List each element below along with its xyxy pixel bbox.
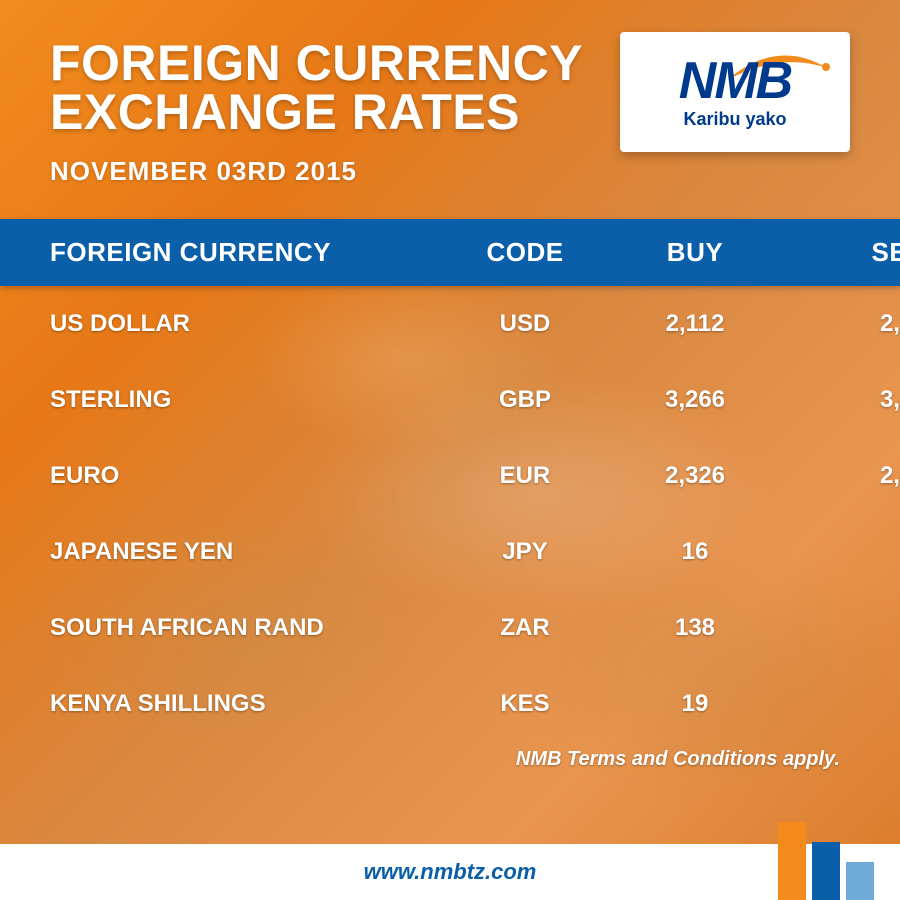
logo-text: NMB [679, 55, 791, 107]
th-currency: FOREIGN CURRENCY [50, 237, 440, 268]
cell-buy: 19 [610, 690, 780, 718]
cell-sell: 24 [780, 690, 900, 718]
cell-buy: 2,112 [610, 310, 780, 338]
table-row: STERLINGGBP3,2663,452 [50, 362, 850, 438]
th-buy: BUY [610, 237, 780, 268]
footer-squares [778, 822, 874, 900]
cell-sell: 3,452 [780, 386, 900, 414]
table-row: KENYA SHILLINGSKES1924 [50, 666, 850, 742]
cell-code: USD [440, 310, 610, 338]
cell-sell: 2,458 [780, 462, 900, 490]
cell-sell: 22 [780, 538, 900, 566]
th-code: CODE [440, 237, 610, 268]
cell-currency: STERLING [50, 386, 440, 414]
title-line-1: FOREIGN CURRENCY [50, 38, 620, 89]
logo-tagline: Karibu yako [683, 109, 786, 130]
cell-code: KES [440, 690, 610, 718]
table-row: EUROEUR2,3262,458 [50, 438, 850, 514]
footer-square-2 [812, 842, 840, 900]
table-row: JAPANESE YENJPY1622 [50, 514, 850, 590]
cell-currency: EURO [50, 462, 440, 490]
cell-code: ZAR [440, 614, 610, 642]
cell-buy: 16 [610, 538, 780, 566]
cell-currency: SOUTH AFRICAN RAND [50, 614, 440, 642]
cell-code: EUR [440, 462, 610, 490]
cell-currency: KENYA SHILLINGS [50, 690, 440, 718]
title-block: FOREIGN CURRENCY EXCHANGE RATES NOVEMBER… [50, 38, 620, 187]
cell-currency: US DOLLAR [50, 310, 440, 338]
footer: www.nmbtz.com [0, 844, 900, 900]
date-line: NOVEMBER 03RD 2015 [50, 156, 620, 187]
header: FOREIGN CURRENCY EXCHANGE RATES NOVEMBER… [0, 0, 900, 211]
cell-buy: 138 [610, 614, 780, 642]
cell-currency: JAPANESE YEN [50, 538, 440, 566]
content-root: FOREIGN CURRENCY EXCHANGE RATES NOVEMBER… [0, 0, 900, 771]
footer-square-3 [846, 862, 874, 900]
terms-note: NMB Terms and Conditions apply. [0, 742, 900, 771]
table-row: SOUTH AFRICAN RANDZAR138178 [50, 590, 850, 666]
cell-code: GBP [440, 386, 610, 414]
cell-buy: 2,326 [610, 462, 780, 490]
cell-code: JPY [440, 538, 610, 566]
cell-sell: 2,232 [780, 310, 900, 338]
cell-buy: 3,266 [610, 386, 780, 414]
table-body: US DOLLARUSD2,1122,232STERLINGGBP3,2663,… [0, 286, 900, 742]
footer-square-1 [778, 822, 806, 900]
footer-url: www.nmbtz.com [0, 859, 900, 885]
table-row: US DOLLARUSD2,1122,232 [50, 286, 850, 362]
th-sell: SELL [780, 237, 900, 268]
cell-sell: 178 [780, 614, 900, 642]
logo: NMB Karibu yako [620, 32, 850, 152]
table-header: FOREIGN CURRENCY CODE BUY SELL [0, 219, 900, 286]
title-line-2: EXCHANGE RATES [50, 87, 620, 138]
